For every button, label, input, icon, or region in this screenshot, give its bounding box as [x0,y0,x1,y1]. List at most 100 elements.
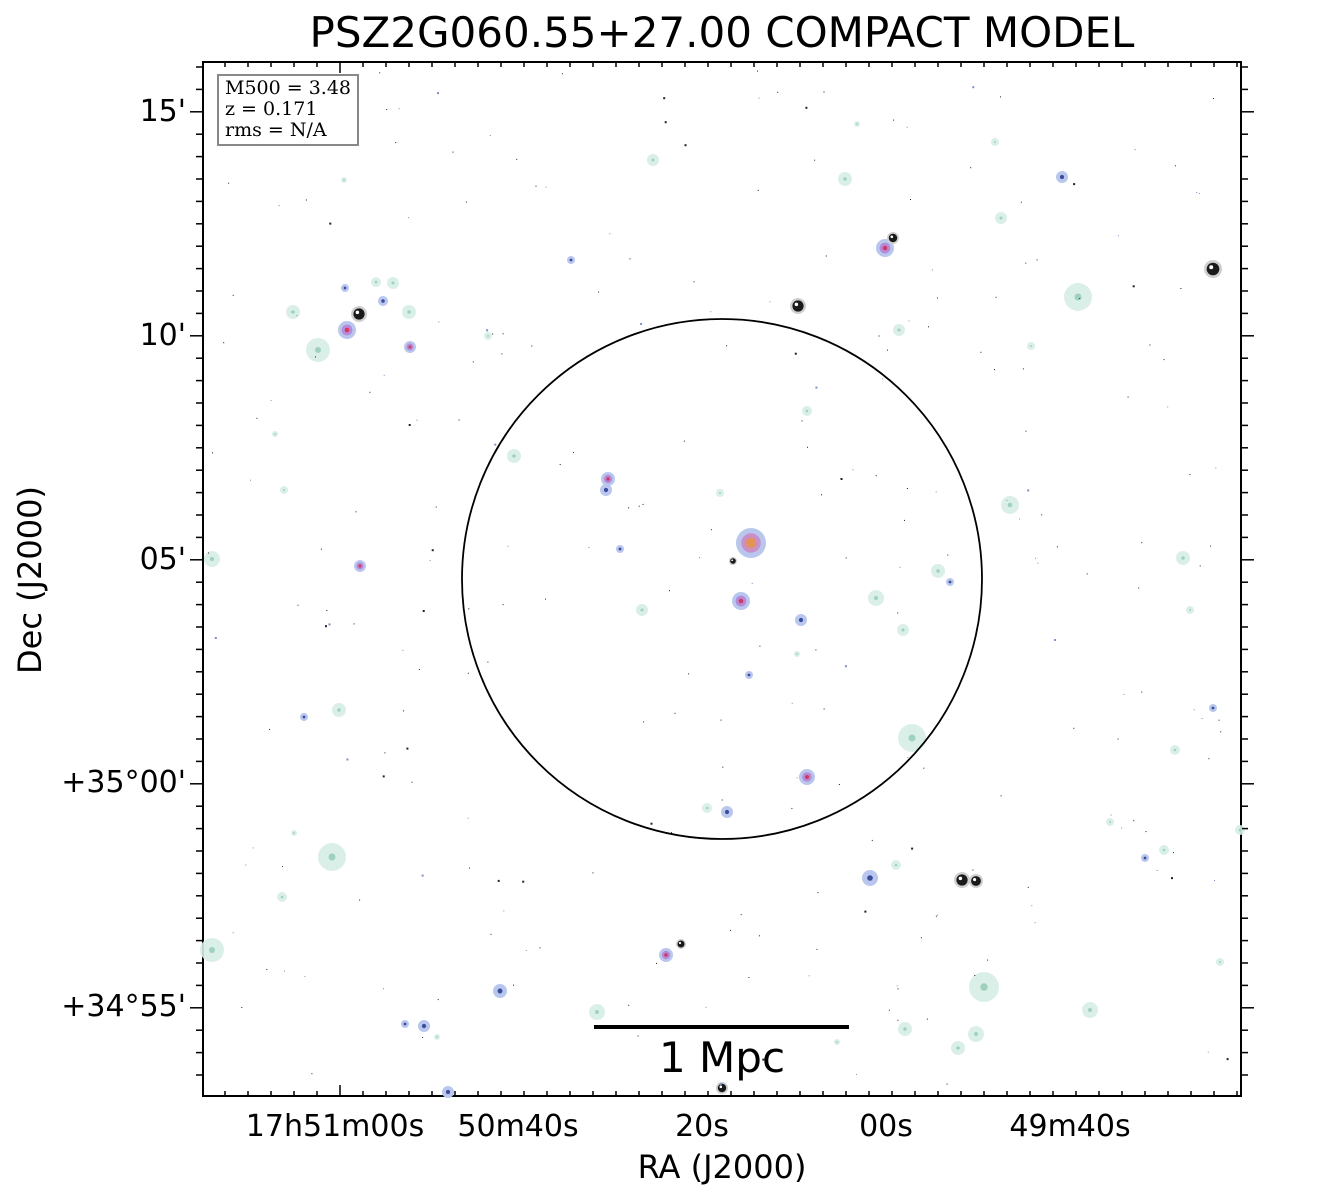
blue-source-core [497,988,503,994]
noise-speck [1156,870,1158,871]
noise-speck [208,552,210,554]
noise-speck [935,491,937,493]
noise-speck [980,351,982,353]
faint-source-core [897,328,901,332]
noise-speck [815,649,817,651]
noise-speck [987,959,989,961]
noise-speck [791,807,793,809]
noise-speck [494,443,497,446]
noise-speck [408,424,411,426]
faint-source-core [283,489,285,491]
noise-speck [769,301,771,303]
noise-speck [751,582,753,584]
faint-source-core [1189,609,1191,611]
noise-speck [1086,573,1088,575]
noise-speck [328,623,331,626]
noise-speck [920,937,922,939]
noise-speck [1110,814,1112,816]
noise-speck [468,608,470,610]
saturated-source [792,300,804,312]
noise-speck [346,758,349,761]
faint-source-core [274,433,276,435]
noise-speck [507,545,509,547]
noise-speck [241,1007,243,1008]
noise-speck [1172,852,1174,854]
noise-speck [1027,489,1030,492]
noise-speck [383,374,385,376]
noise-speck [887,349,888,351]
saturated-source-speck [973,878,977,882]
noise-speck [467,672,469,674]
noise-speck [1199,565,1201,567]
sky-image [202,61,1242,1097]
m500-value: M500 = 3.48 [225,77,352,99]
noise-speck [840,478,843,480]
noise-speck [598,291,600,293]
noise-speck [791,702,793,704]
noise-speck [825,255,827,257]
noise-speck [1027,886,1029,888]
noise-speck [228,182,230,184]
noise-speck [1171,877,1173,880]
noise-speck [893,119,895,121]
blue-source-core [421,1023,427,1029]
noise-speck [796,777,798,779]
noise-speck [408,217,410,219]
noise-speck [522,880,525,883]
faint-source-core [1181,556,1185,560]
noise-speck [535,185,537,187]
faint-source-core [836,1041,838,1043]
noise-speck [270,399,272,401]
noise-speck [814,159,816,161]
noise-speck [669,590,670,592]
faint-source-core [595,1010,599,1014]
faint-source-core [994,141,996,143]
purple-source-core [664,953,668,957]
noise-speck [1056,546,1058,548]
noise-speck [664,121,667,124]
x-tick-label: 17h51m00s [245,1109,425,1144]
noise-speck [1145,831,1147,833]
noise-speck [699,557,700,559]
noise-speck [628,1004,630,1006]
noise-speck [638,505,640,507]
faint-source-core [1030,345,1032,347]
blue-source-core [867,875,873,881]
noise-speck [465,201,467,203]
noise-speck [472,361,474,363]
noise-speck [1138,587,1140,589]
noise-speck [817,892,819,894]
noise-speck [418,668,420,670]
noise-speck [513,984,514,986]
noise-speck [1073,183,1076,186]
noise-speck [383,988,384,990]
noise-speck [1079,298,1081,300]
noise-speck [852,469,854,471]
noise-speck [435,506,437,508]
noise-speck [437,92,439,95]
noise-speck [899,566,901,568]
noise-speck [1073,727,1075,729]
noise-speck [759,645,761,647]
faint-source-core [651,158,655,162]
blue-source-core [1143,856,1147,860]
radio-sources [200,93,1245,1098]
noise-speck [467,817,469,819]
noise-speck [492,333,494,335]
noise-speck [730,929,732,931]
noise-speck [1215,467,1217,469]
x-axis-label: RA (J2000) [637,1148,807,1186]
faint-source-core [436,1036,438,1038]
noise-speck [757,70,758,72]
faint-source-core [908,734,916,742]
noise-speck [995,296,997,298]
noise-speck [726,345,728,347]
noise-speck [722,766,724,768]
noise-speck [911,847,914,850]
noise-speck [539,947,541,949]
noise-speck [663,97,666,100]
noise-speck [284,970,285,972]
noise-speck [640,322,643,325]
noise-speck [1117,738,1119,740]
